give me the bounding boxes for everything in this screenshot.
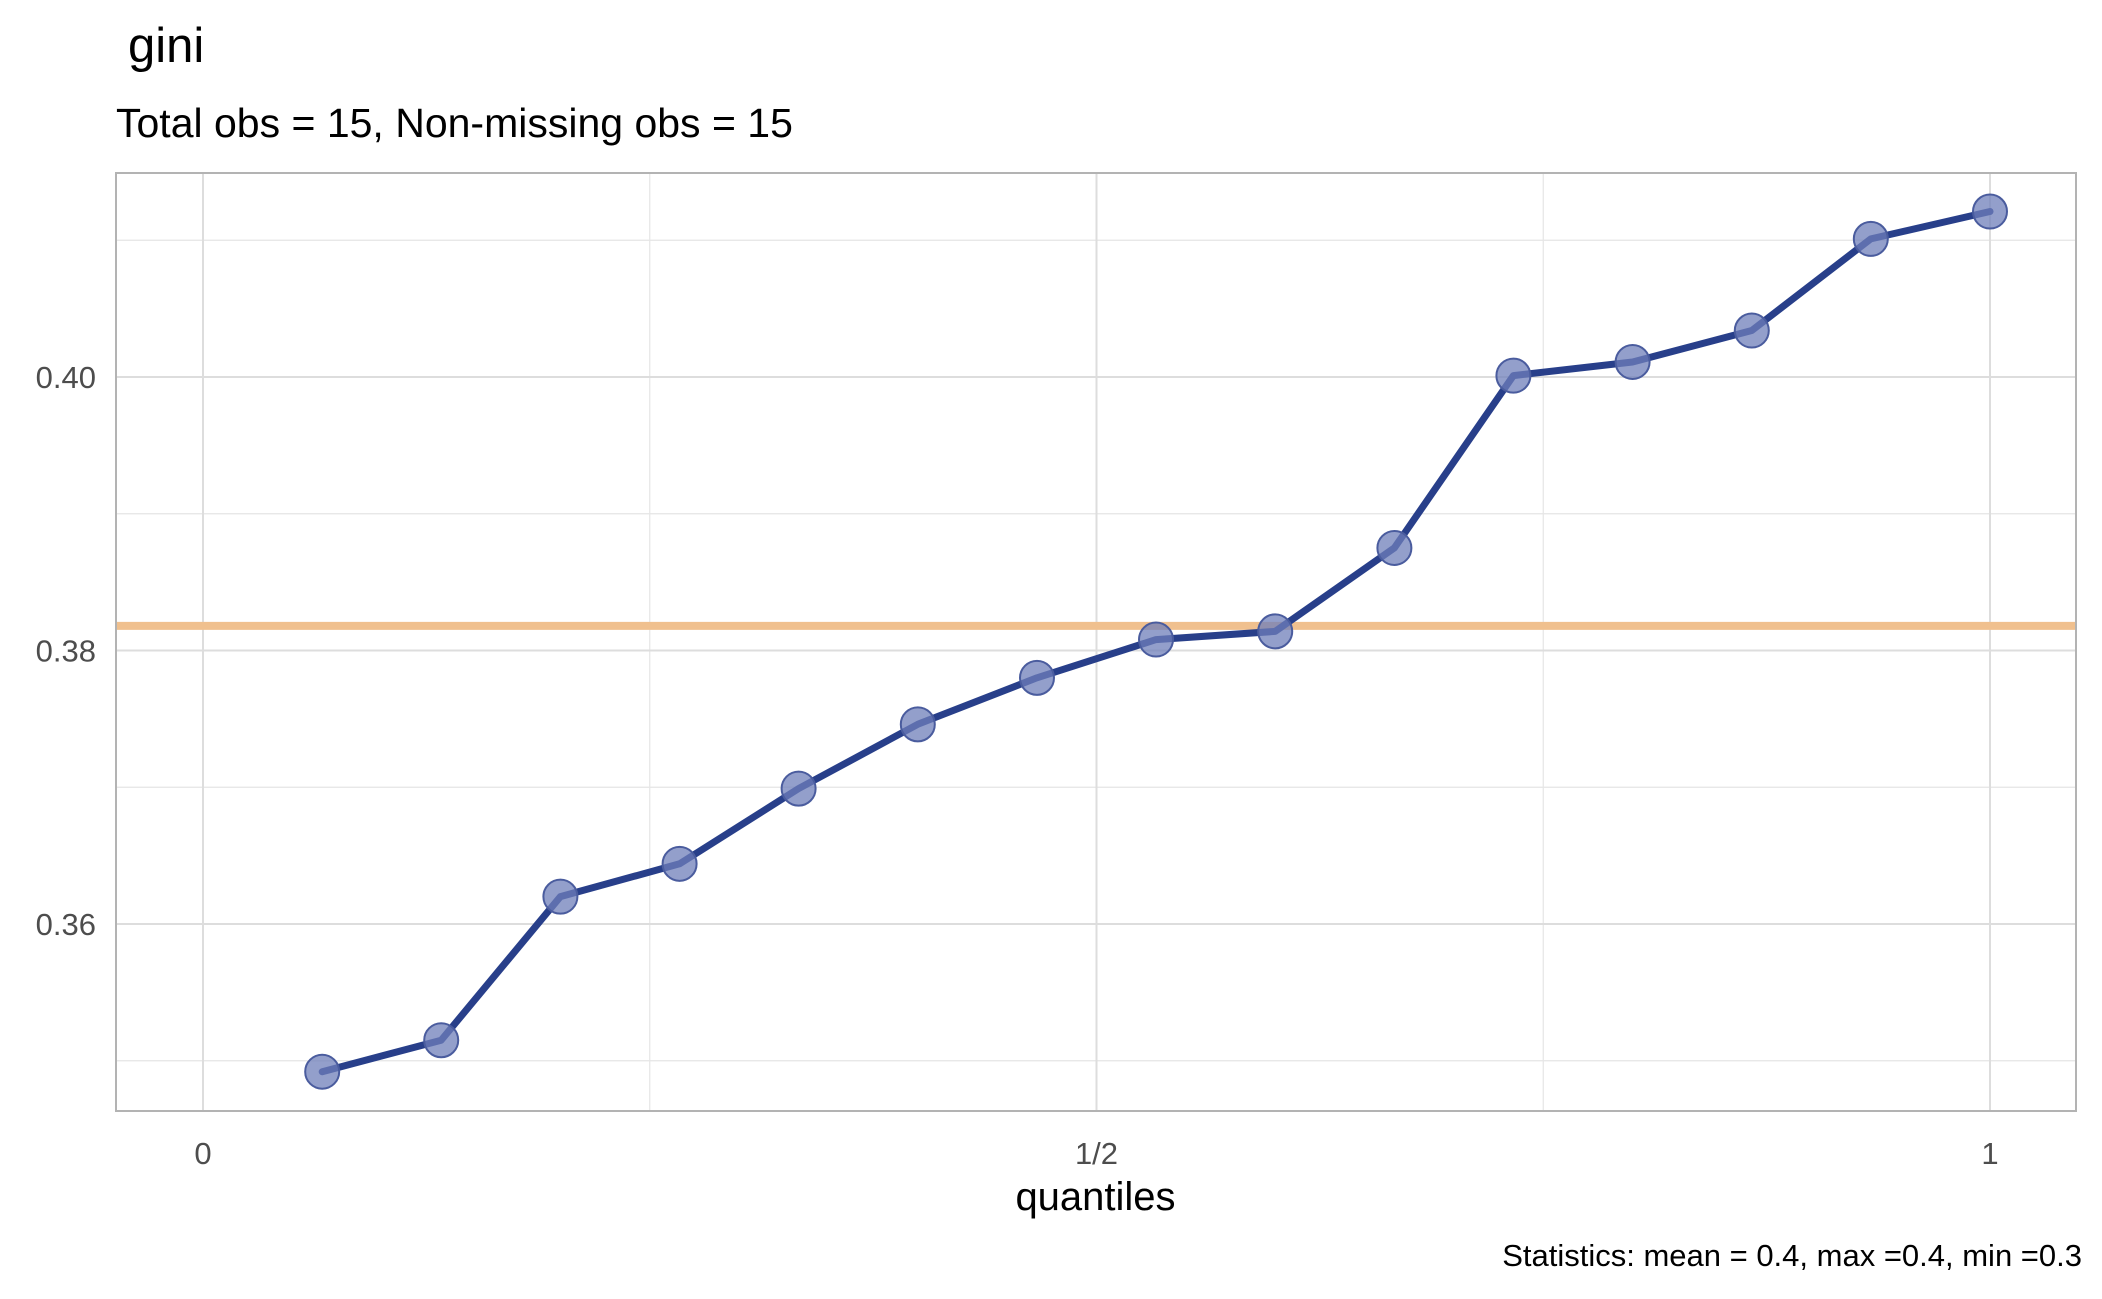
- data-point: [1376, 529, 1413, 566]
- x-tick-label: 1: [1981, 1136, 1998, 1171]
- data-point: [661, 845, 698, 882]
- data-point: [1495, 357, 1532, 394]
- data-point: [542, 878, 579, 915]
- x-axis-label: quantiles: [1015, 1175, 1175, 1219]
- statistics-caption: Statistics: mean = 0.4, max =0.4, min =0…: [1502, 1238, 2082, 1273]
- y-tick-label: 0.38: [36, 634, 96, 669]
- chart-title: gini: [128, 19, 205, 73]
- grid-layer: [116, 173, 2076, 1111]
- data-point: [1257, 613, 1294, 650]
- data-point: [423, 1022, 460, 1059]
- data-point: [1018, 659, 1055, 696]
- chart-subtitle: Total obs = 15, Non-missing obs = 15: [116, 100, 793, 146]
- y-tick-label: 0.40: [36, 360, 96, 395]
- data-point: [304, 1053, 341, 1090]
- x-tick-label: 0: [194, 1136, 211, 1171]
- data-point: [780, 770, 817, 807]
- tick-labels-layer: 0 1/2 1 0.36 0.38 0.40: [36, 360, 1999, 1171]
- x-tick-label: 1/2: [1075, 1136, 1118, 1171]
- data-point: [1972, 193, 2008, 230]
- points-layer: [304, 193, 2008, 1090]
- y-tick-label: 0.36: [36, 907, 96, 942]
- data-point: [1138, 621, 1175, 658]
- panel-border: [115, 172, 2077, 1112]
- data-point: [1852, 220, 1889, 257]
- data-point: [899, 706, 936, 743]
- data-point: [1733, 312, 1770, 349]
- data-point: [1614, 343, 1651, 380]
